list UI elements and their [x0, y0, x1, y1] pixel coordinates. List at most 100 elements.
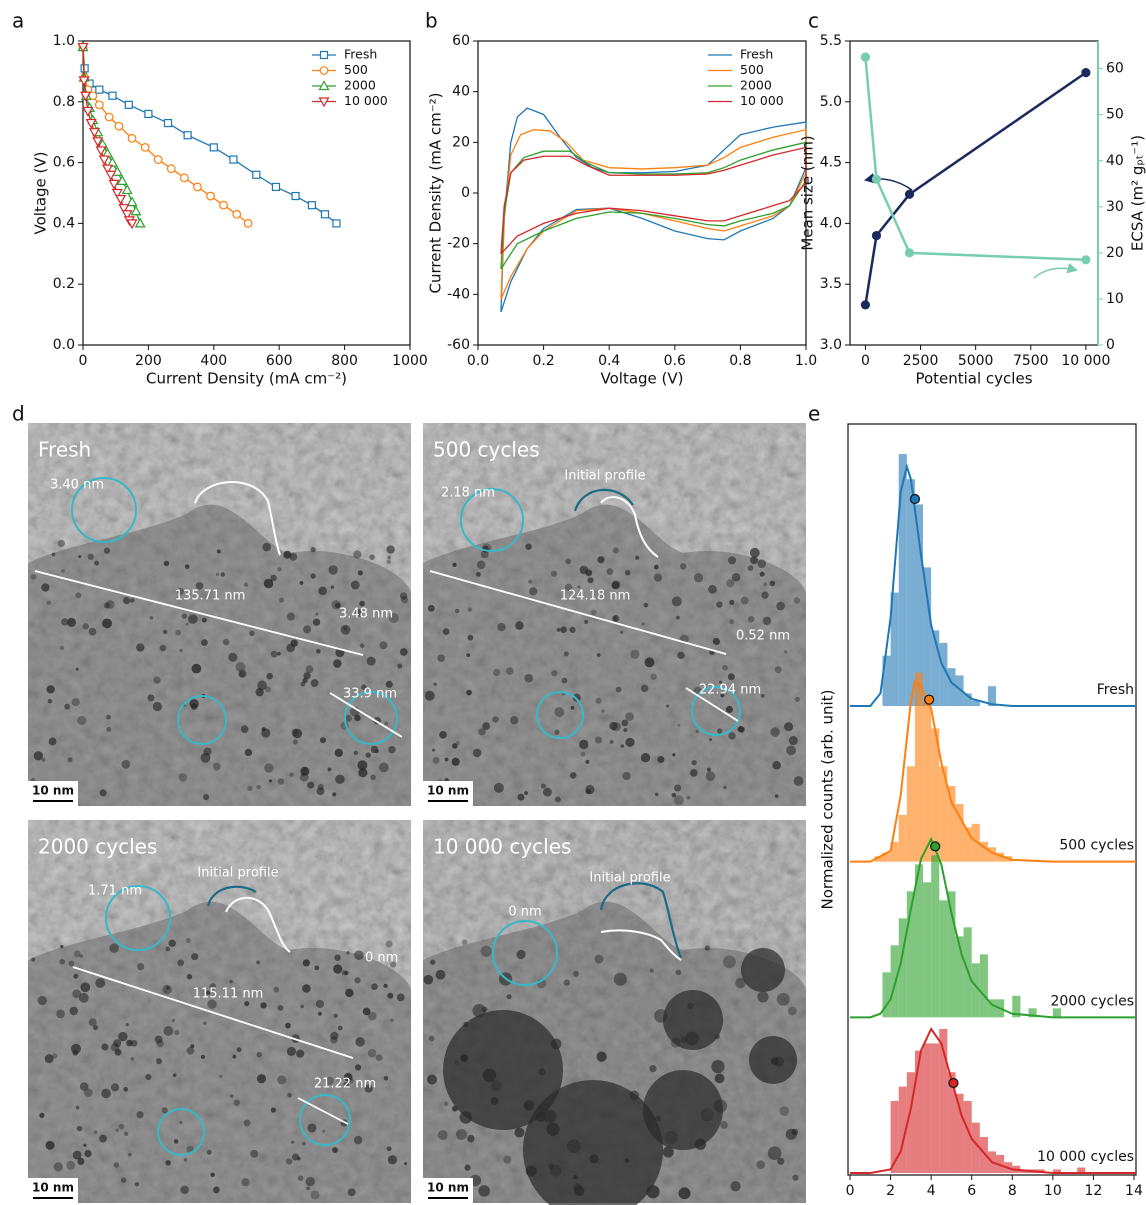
- x-tick-label: 1000: [392, 353, 428, 369]
- particle: [307, 781, 315, 789]
- particle: [334, 748, 343, 757]
- marker: [320, 210, 330, 219]
- particle: [359, 643, 365, 649]
- panel-letter: d: [12, 402, 25, 426]
- marker: [108, 91, 117, 100]
- marker: [332, 219, 341, 228]
- annotation: Initial profile: [564, 469, 645, 484]
- x-tick-label: 2500: [903, 353, 939, 369]
- particle: [386, 559, 391, 564]
- marker: [80, 91, 92, 102]
- particle: [134, 1181, 140, 1187]
- marker: [95, 146, 107, 157]
- annotation: 33.9 nm: [343, 687, 397, 702]
- particle: [455, 740, 461, 746]
- particle: [66, 1160, 76, 1170]
- particle: [623, 728, 628, 733]
- particle: [277, 567, 282, 572]
- particle: [154, 1035, 163, 1044]
- particle: [64, 703, 71, 710]
- particle: [296, 1156, 301, 1161]
- particle: [786, 745, 796, 756]
- particle: [53, 1162, 63, 1172]
- particle: [482, 722, 490, 730]
- x-tick-label: 0.2: [532, 353, 554, 369]
- particle: [195, 582, 204, 590]
- particle: [73, 973, 79, 979]
- particle: [335, 774, 345, 784]
- large-particle: [643, 1070, 723, 1150]
- highlight-circle: [157, 1108, 205, 1156]
- marker: [271, 182, 281, 192]
- y-tick-label: 40: [452, 84, 470, 100]
- particle: [437, 654, 445, 662]
- hist-bar: [890, 841, 899, 862]
- particle: [300, 1004, 304, 1009]
- hist-bar: [955, 936, 964, 1018]
- annotation: 0 nm: [365, 951, 398, 966]
- x-tick-label: 7500: [1013, 353, 1049, 369]
- hist-bar: [931, 855, 940, 1018]
- particle: [289, 553, 298, 561]
- series-line: [500, 141, 807, 270]
- particle: [201, 617, 207, 623]
- marker: [108, 179, 120, 190]
- hist-bar: [890, 592, 899, 706]
- particle: [172, 1073, 177, 1077]
- marker: [206, 191, 215, 201]
- particle: [286, 1046, 297, 1056]
- particle: [191, 663, 202, 674]
- particle: [384, 721, 389, 726]
- y-tick-label: -20: [447, 236, 470, 252]
- particle: [478, 1185, 490, 1197]
- particle: [190, 1044, 195, 1049]
- particle: [705, 771, 716, 781]
- particle: [200, 1054, 205, 1059]
- particle: [244, 1001, 250, 1007]
- particle: [476, 571, 481, 577]
- particle: [243, 1119, 251, 1127]
- particle: [314, 965, 320, 971]
- hist-bar: [923, 882, 932, 1018]
- legend-label: 500: [344, 62, 368, 77]
- particle: [256, 1051, 263, 1058]
- particle: [130, 1057, 135, 1061]
- particle: [175, 629, 182, 636]
- particle: [118, 1031, 128, 1042]
- y2-tick-label: 50: [1106, 107, 1124, 123]
- x-tick-label: 10 000: [1061, 353, 1110, 369]
- x-tick-label: 10: [1044, 1183, 1062, 1199]
- particle: [472, 748, 482, 758]
- hist-bar: [874, 856, 883, 862]
- particle: [343, 1072, 353, 1082]
- highlight-circle: [492, 920, 558, 986]
- particle: [358, 768, 368, 778]
- particle: [706, 767, 711, 772]
- fit-curve: [850, 1027, 1136, 1174]
- particle: [620, 631, 624, 635]
- particle: [126, 1039, 133, 1047]
- particle: [367, 1048, 377, 1058]
- marker: [134, 217, 146, 228]
- particle: [657, 755, 665, 763]
- particle: [480, 550, 489, 559]
- particle: [61, 569, 65, 573]
- particle: [730, 1181, 741, 1192]
- hist-bar: [947, 786, 956, 862]
- particle: [787, 1006, 797, 1016]
- particle: [749, 547, 760, 558]
- particle: [103, 602, 110, 609]
- particle: [563, 651, 569, 657]
- particle: [277, 1075, 287, 1085]
- particle: [330, 585, 335, 589]
- marker: [144, 109, 153, 119]
- particle: [127, 1152, 132, 1157]
- x-tick-label: 4: [927, 1183, 936, 1199]
- particle: [397, 663, 403, 669]
- marker: [904, 189, 915, 199]
- y-tick-label: 1.0: [53, 33, 75, 49]
- particle: [332, 792, 337, 797]
- particle: [289, 772, 294, 777]
- particle: [542, 787, 552, 797]
- particle: [185, 622, 189, 626]
